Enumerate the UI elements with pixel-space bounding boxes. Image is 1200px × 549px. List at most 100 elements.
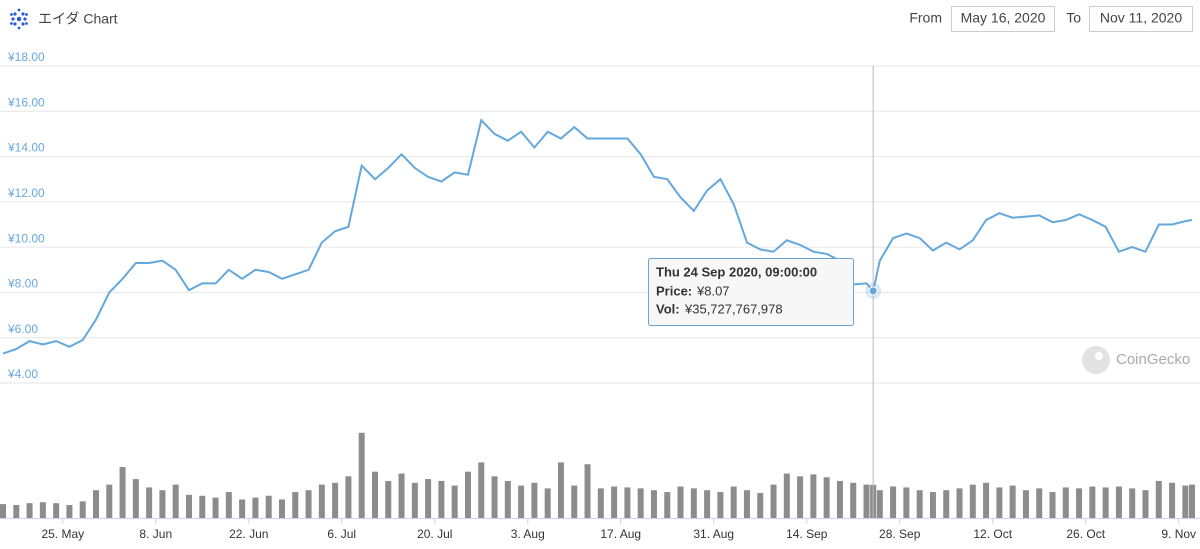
volume-bar [345,476,352,518]
volume-bar [239,499,246,518]
volume-bar [318,484,325,518]
volume-bar [823,477,830,518]
volume-bar [332,482,339,518]
volume-bar [385,480,392,518]
volume-bar [411,482,418,518]
volume-bar [53,503,60,518]
x-tick-label: 14. Sep [786,527,828,541]
volume-bar [650,490,657,518]
y-tick-label: ¥4.00 [7,367,38,381]
volume-bar [770,484,777,518]
volume-bar [584,464,591,518]
volume-bar [757,492,764,518]
volume-bar [371,471,378,518]
volume-bar [876,490,883,518]
volume-bar [92,490,99,518]
volume-bar [1142,490,1149,518]
volume-bar [451,485,458,518]
tooltip-vol: ¥35,727,767,978 [684,301,783,316]
volume-bar [929,492,936,518]
tooltip-price-label: Price: [656,283,692,298]
volume-bar [1129,488,1136,518]
volume-bar [265,495,272,518]
volume-bar [159,490,166,518]
y-tick-label: ¥18.00 [7,50,45,64]
volume-bar [717,492,724,518]
volume-bar [850,482,857,518]
x-tick-label: 8. Jun [139,527,172,541]
volume-bar [557,462,564,518]
volume-bar [225,492,232,518]
y-tick-label: ¥12.00 [7,186,45,200]
volume-bar [956,488,963,518]
volume-bar [146,487,153,518]
volume-bar [278,499,285,518]
volume-bar [743,490,750,518]
price-line [2,118,1193,355]
volume-bar [185,494,192,518]
volume-bar [1089,486,1096,518]
volume-bar [1115,486,1122,518]
volume-bar [730,486,737,518]
volume-bar [1155,480,1162,518]
y-tick-label: ¥8.00 [7,277,38,291]
volume-bar [890,486,897,518]
volume-bar [26,503,33,518]
volume-bar [398,473,405,518]
tooltip: Thu 24 Sep 2020, 09:00:00 Price: ¥8.07 V… [648,258,854,326]
volume-bar [106,484,113,518]
volume-bar [1062,487,1069,518]
volume-bar [1022,490,1029,518]
volume-bar [119,467,126,518]
volume-bar [969,484,976,518]
from-input[interactable] [951,6,1055,32]
volume-bar [983,482,990,518]
volume-bar [624,487,631,518]
volume-bar [637,488,644,518]
volume-bar [704,490,711,518]
volume-bar [13,505,20,518]
tooltip-date: Thu 24 Sep 2020, 09:00:00 [656,264,817,279]
volume-bar [903,487,910,518]
to-date[interactable]: Nov 11, 2020 [1100,10,1182,26]
volume-bar [531,482,538,518]
volume-bar [438,480,445,518]
to-input[interactable] [1089,6,1193,32]
hover-point [868,286,878,296]
y-tick-label: ¥10.00 [7,231,45,245]
from-date[interactable]: May 16, 2020 [961,10,1046,26]
volume-bar [863,484,870,518]
x-tick-label: 12. Oct [973,527,1012,541]
volume-bar [0,504,6,518]
watermark: CoinGecko [1082,346,1190,374]
volume-bar [66,505,73,518]
x-tick-label: 26. Oct [1066,527,1105,541]
volume-bar [172,484,179,518]
x-tick-label: 17. Aug [600,527,641,541]
volume-bar [1169,482,1176,518]
volume-bar [1049,492,1056,518]
y-tick-label: ¥6.00 [7,322,38,336]
volume-bar [1189,484,1195,518]
volume-bar [996,487,1003,518]
volume-bar [292,492,299,518]
chart-title: エイダ Chart [38,11,118,27]
volume-bar [199,495,206,518]
volume-bar [677,486,684,518]
x-tick-label: 28. Sep [879,527,921,541]
from-label: From [909,10,942,26]
volume-bar [504,480,511,518]
tooltip-box [648,258,854,326]
tooltip-price: ¥8.07 [696,283,730,298]
y-tick-label: ¥16.00 [7,95,45,109]
y-tick-label: ¥14.00 [7,141,45,155]
volume-bar [1076,488,1083,518]
volume-bar [425,479,432,518]
volume-bar [212,497,219,518]
x-tick-label: 22. Jun [229,527,268,541]
volume-bar [478,462,485,518]
volume-bar [1182,485,1189,518]
volume-bar [664,492,671,518]
tooltip-vol-label: Vol: [656,301,680,316]
